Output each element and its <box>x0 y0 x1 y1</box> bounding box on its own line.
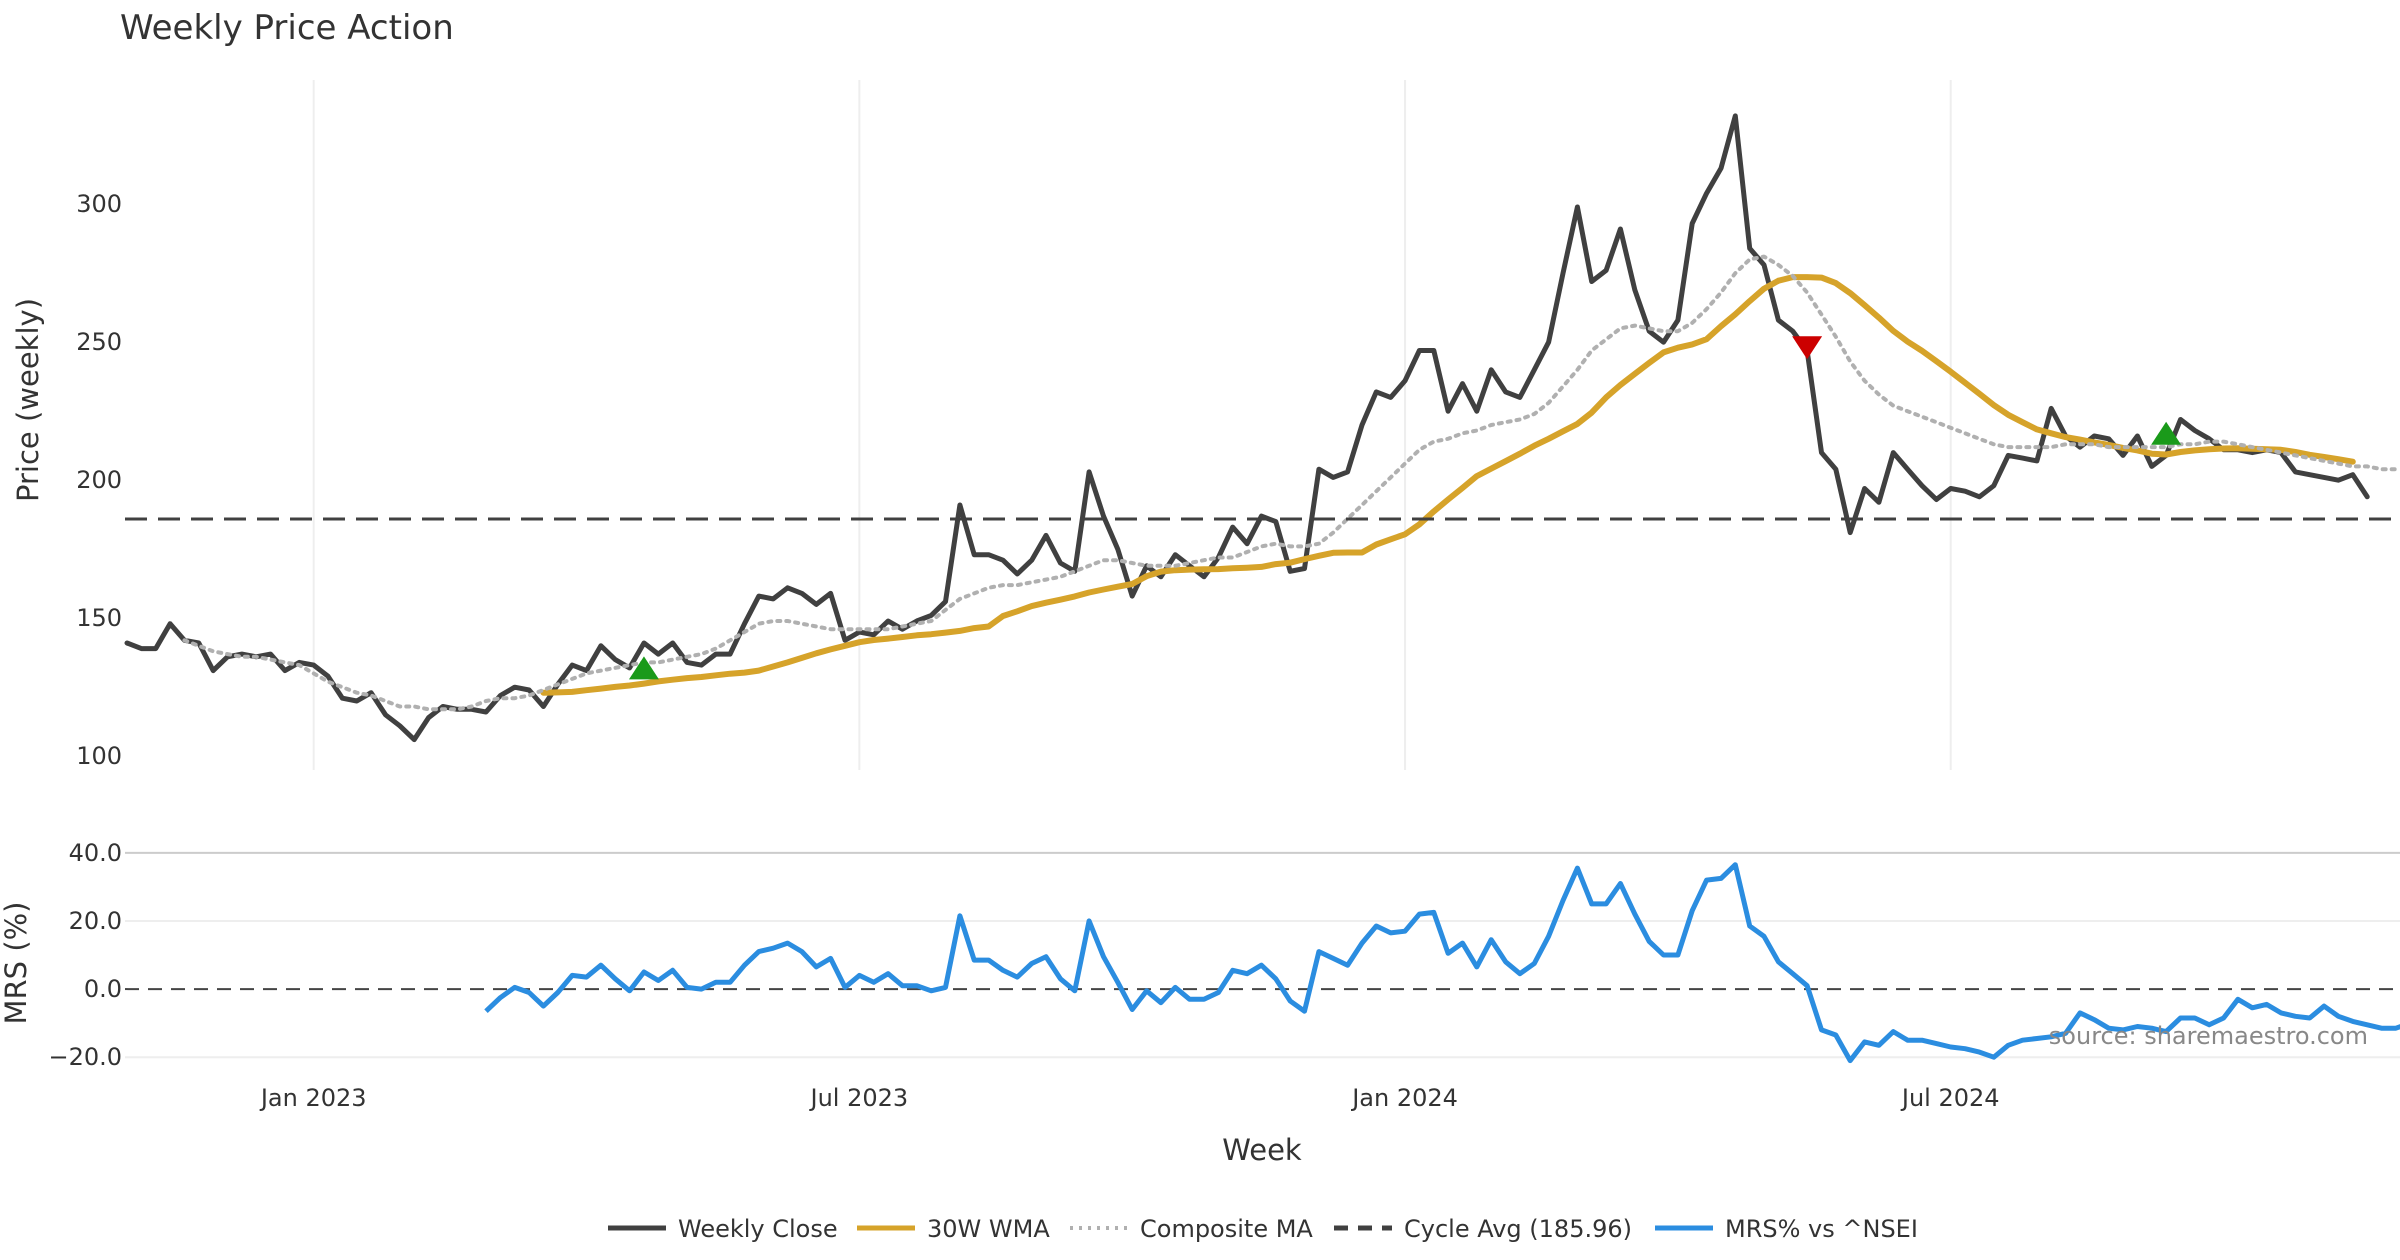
buy-signal-marker <box>628 656 659 680</box>
x-tick-label: Jan 2023 <box>259 1084 367 1112</box>
x-tick-label: Jul 2024 <box>1900 1084 2000 1112</box>
price-y-tick-label: 100 <box>76 742 122 770</box>
chart-title: Weekly Price Action <box>120 8 454 48</box>
price-y-tick-label: 150 <box>76 604 122 632</box>
x-tick-label: Jan 2024 <box>1350 1084 1458 1112</box>
price-gridlines <box>312 80 1952 770</box>
mrs-y-axis-label: MRS (%) <box>0 902 33 1025</box>
price-y-tick-label: 300 <box>76 190 122 218</box>
source-note: source: sharemaestro.com <box>2049 1022 2368 1050</box>
mrs-gridlines <box>125 851 2400 1059</box>
legend-label: Cycle Avg (185.96) <box>1404 1215 1632 1243</box>
mrs-y-tick-label: 40.0 <box>69 839 122 867</box>
price-series-group <box>124 113 2400 743</box>
mrs-y-tick-label: 0.0 <box>84 975 122 1003</box>
price-y-tick-label: 200 <box>76 466 122 494</box>
30w-wma-line <box>540 274 2356 696</box>
composite-ma-line <box>182 254 2398 712</box>
price-y-ticks: 100 150 200 250 300 <box>76 190 122 770</box>
legend-label: 30W WMA <box>927 1215 1050 1243</box>
buy-signal-marker <box>2151 421 2182 445</box>
legend-label: Weekly Close <box>678 1215 838 1243</box>
sell-signal-marker <box>1792 336 1823 360</box>
mrs-y-tick-label: 20.0 <box>69 907 122 935</box>
mrs-y-ticks: 40.0 20.0 0.0 −20.0 <box>48 839 122 1071</box>
price-y-tick-label: 250 <box>76 328 122 356</box>
weekly-close-line <box>124 113 2370 743</box>
mrs-y-tick-label: −20.0 <box>48 1043 122 1071</box>
x-axis-label: Week <box>1222 1133 1302 1167</box>
price-y-axis-label: Price (weekly) <box>11 298 45 502</box>
legend-label: Composite MA <box>1140 1215 1313 1243</box>
x-tick-label: Jul 2023 <box>809 1084 909 1112</box>
mrs-line <box>484 862 2400 1064</box>
mrs-series-group <box>484 862 2400 1064</box>
legend-label: MRS% vs ^NSEI <box>1725 1215 1918 1243</box>
signal-markers <box>628 336 2182 680</box>
legend: Weekly Close 30W WMA Composite MA Cycle Avg… <box>608 1215 1918 1243</box>
